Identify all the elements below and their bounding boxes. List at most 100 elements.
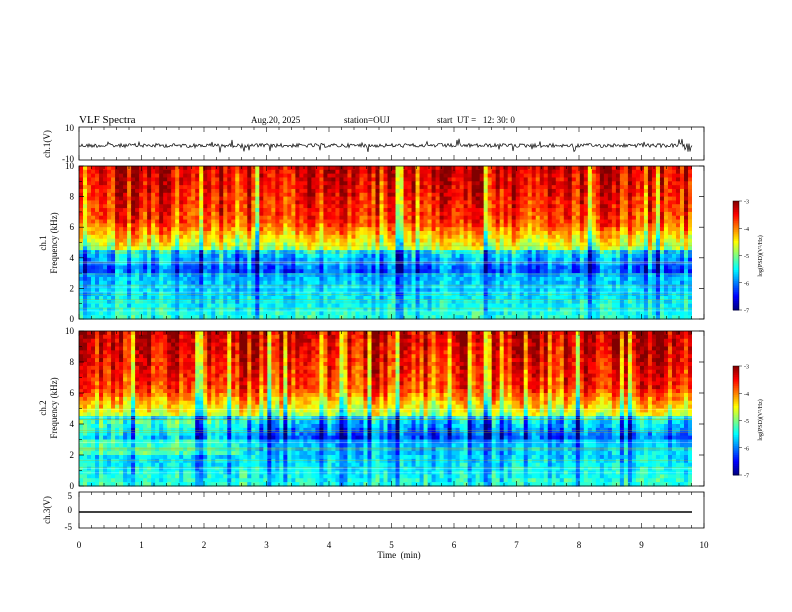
spectrogram-cell bbox=[167, 200, 172, 205]
spectrogram-cell bbox=[115, 188, 120, 194]
spectrogram-cell bbox=[119, 173, 124, 179]
spectrogram-cell bbox=[119, 223, 124, 228]
spectrogram-cell bbox=[335, 276, 341, 282]
spectrogram-cell bbox=[679, 181, 685, 186]
spectrogram-cell bbox=[175, 173, 180, 179]
spectrogram-cell bbox=[183, 227, 188, 232]
spectrogram-cell bbox=[95, 204, 100, 209]
spectrogram-cell bbox=[299, 273, 304, 278]
spectrogram-cell bbox=[115, 196, 120, 202]
spectrogram-cell bbox=[659, 265, 665, 270]
spectrogram-cell bbox=[671, 269, 677, 274]
spectrogram-cell bbox=[147, 257, 152, 263]
spectrogram-cell bbox=[119, 276, 124, 282]
spectrogram-cell bbox=[595, 166, 601, 171]
spectrogram-cell bbox=[291, 250, 296, 255]
spectrogram-cell bbox=[259, 185, 264, 190]
spectrogram-cell bbox=[495, 188, 501, 194]
spectrogram-cell bbox=[299, 246, 304, 251]
spectrogram-cell bbox=[519, 273, 525, 278]
spectrogram-cell bbox=[291, 265, 296, 270]
spectrogram-cell bbox=[475, 181, 481, 186]
spectrogram-cell bbox=[655, 188, 661, 194]
spectrogram-cell bbox=[419, 246, 425, 251]
spectrogram-cell bbox=[519, 166, 525, 171]
spectrogram-cell bbox=[175, 234, 180, 240]
spectrogram-cell bbox=[147, 188, 152, 194]
spectrogram-cell bbox=[623, 188, 629, 194]
spectrogram-cell bbox=[403, 181, 409, 186]
spectrogram-cell bbox=[383, 231, 389, 236]
spectrogram-cell bbox=[395, 250, 401, 255]
spectrogram-cell bbox=[199, 284, 204, 289]
spectrogram-cell bbox=[443, 166, 449, 171]
spectrogram-cell bbox=[443, 219, 449, 224]
spectrogram-cell bbox=[679, 166, 685, 171]
spectrogram-cell bbox=[247, 253, 252, 259]
spectrogram-cell bbox=[359, 265, 365, 270]
spectrogram-cell bbox=[547, 257, 553, 263]
spectrogram-cell bbox=[247, 177, 252, 182]
spectrogram-cell bbox=[291, 288, 296, 293]
spectrogram-cell bbox=[147, 273, 152, 278]
spectrogram-cell bbox=[455, 215, 461, 221]
spectrogram-cell bbox=[495, 253, 501, 259]
spectrogram-cell bbox=[551, 223, 557, 228]
spectrogram-cell bbox=[491, 173, 497, 179]
spectrogram-cell bbox=[79, 219, 84, 224]
spectrogram-cell bbox=[207, 219, 212, 224]
spectrogram-cell bbox=[163, 276, 168, 282]
spectrogram-cell bbox=[479, 234, 485, 240]
spectrogram-cell bbox=[307, 181, 312, 186]
spectrogram-cell bbox=[219, 227, 224, 232]
spectrogram-cell bbox=[527, 238, 533, 244]
spectrogram-cell bbox=[627, 242, 633, 247]
spectrogram-cell bbox=[211, 169, 216, 175]
spectrogram-cell bbox=[223, 261, 228, 267]
spectrogram-cell bbox=[515, 242, 521, 247]
spectrogram-cell bbox=[219, 280, 224, 286]
spectrogram-cell bbox=[599, 200, 605, 205]
spectrogram-cell bbox=[187, 185, 192, 190]
spectrogram-cell bbox=[239, 284, 244, 289]
spectrogram-cell bbox=[107, 223, 112, 228]
spectrogram-cell bbox=[363, 288, 369, 293]
spectrogram-cell bbox=[219, 177, 224, 182]
spectrogram-cell bbox=[299, 276, 304, 282]
spectrogram-cell bbox=[487, 242, 493, 247]
spectrogram-cell bbox=[375, 215, 381, 221]
spectrogram-cell bbox=[495, 177, 501, 182]
spectrogram-cell bbox=[115, 288, 120, 293]
spectrogram-cell bbox=[363, 265, 369, 270]
spectrogram-cell bbox=[223, 200, 228, 205]
spectrogram-cell bbox=[631, 242, 637, 247]
spectrogram-cell bbox=[211, 196, 216, 202]
spectrogram-cell bbox=[423, 273, 429, 278]
spectrogram-cell bbox=[139, 257, 144, 263]
spectrogram-cell bbox=[279, 219, 284, 224]
spectrogram-cell bbox=[243, 173, 248, 179]
spectrogram-cell bbox=[607, 188, 613, 194]
spectrogram-cell bbox=[591, 204, 597, 209]
spectrogram-cell bbox=[311, 231, 316, 236]
spectrogram-cell bbox=[351, 265, 357, 270]
spectrogram-cell bbox=[107, 169, 112, 175]
spectrogram-cell bbox=[187, 273, 192, 278]
spectrogram-cell bbox=[591, 211, 597, 217]
spectrogram-cell bbox=[407, 215, 413, 221]
spectrogram-cell bbox=[259, 181, 264, 186]
spectrogram-cell bbox=[327, 211, 333, 217]
spectrogram-cell bbox=[239, 265, 244, 270]
spectrogram-cell bbox=[299, 257, 304, 263]
spectrogram-cell bbox=[383, 257, 389, 263]
spectrogram-cell bbox=[103, 223, 108, 228]
spectrogram-cell bbox=[511, 276, 517, 282]
spectrogram-cell bbox=[451, 211, 457, 217]
spectrogram-cell bbox=[243, 242, 248, 247]
spectrogram-cell bbox=[131, 219, 136, 224]
spectrogram-cell bbox=[595, 227, 601, 232]
spectrogram-cell bbox=[327, 257, 333, 263]
spectrogram-cell bbox=[227, 246, 232, 251]
spectrogram-cell bbox=[351, 231, 357, 236]
spectrogram-cell bbox=[191, 208, 196, 213]
